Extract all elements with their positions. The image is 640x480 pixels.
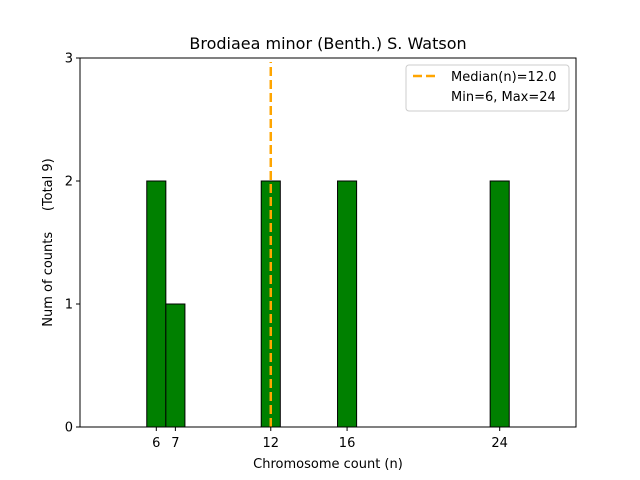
x-tick-label-24: 24 <box>491 436 508 451</box>
legend-median-label: Median(n)=12.0 <box>451 70 557 85</box>
bars <box>146 180 567 428</box>
bar-6 <box>146 180 167 428</box>
legend-minmax-label: Min=6, Max=24 <box>451 90 556 105</box>
y-tick-label-3: 3 <box>65 52 73 67</box>
y-tick-label-0: 0 <box>65 421 73 436</box>
chart-title: Brodiaea minor (Benth.) S. Watson <box>189 34 466 53</box>
legend-box <box>405 64 570 112</box>
x-tick-label-6: 6 <box>152 436 160 451</box>
y-axis: 0 1 2 3 <box>65 52 80 436</box>
x-tick-label-7: 7 <box>171 436 179 451</box>
y-axis-label: Num of counts (Total 9) <box>41 158 56 326</box>
y-tick-label-2: 2 <box>65 175 73 190</box>
bar-16 <box>337 180 358 428</box>
x-tick-label-12: 12 <box>262 436 279 451</box>
bar-24 <box>489 180 510 428</box>
y-tick-label-1: 1 <box>65 298 73 313</box>
bar-7 <box>165 303 186 428</box>
x-axis: 6 7 12 16 24 <box>152 427 508 451</box>
x-axis-label: Chromosome count (n) <box>253 457 403 472</box>
legend: Median(n)=12.0 Min=6, Max=24 <box>405 64 570 112</box>
plot-frame <box>79 57 577 428</box>
x-tick-label-16: 16 <box>339 436 356 451</box>
